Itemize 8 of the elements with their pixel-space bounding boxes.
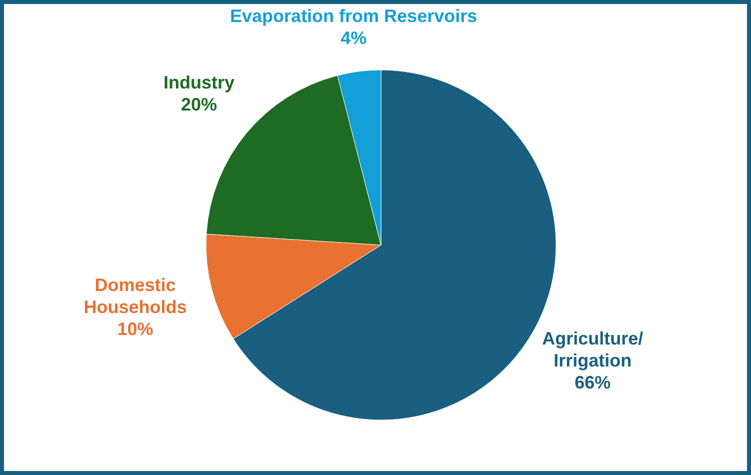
slice-label: Evaporation from Reservoirs [230,6,478,26]
data-label: 20% [180,94,217,114]
data-label: 4% [340,28,367,48]
slice-label: Domestic Households [84,274,187,317]
data-label: 66% [574,372,611,392]
data-label: 10% [117,318,154,339]
slice-label: Agriculture/ Irrigation [542,328,644,370]
slice-label: Industry [163,72,234,92]
